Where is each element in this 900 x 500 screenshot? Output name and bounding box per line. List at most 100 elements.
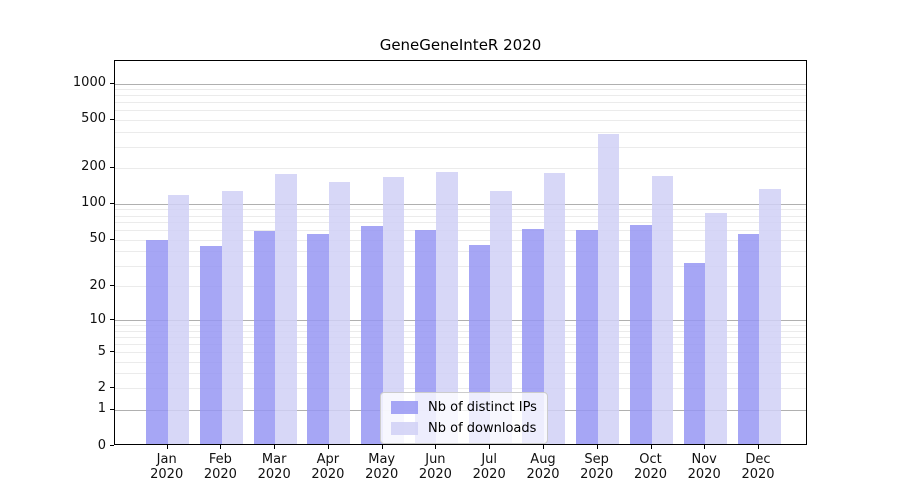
x-axis-tick bbox=[327, 445, 329, 449]
bar-distinct-ips bbox=[683, 262, 706, 444]
gridline-minor bbox=[115, 230, 806, 232]
x-tick-label: Jan 2020 bbox=[139, 452, 195, 482]
gridline-minor bbox=[115, 167, 806, 169]
x-tick-month: Oct bbox=[639, 452, 662, 467]
x-tick-label: Jul 2020 bbox=[461, 452, 517, 482]
gridline-minor bbox=[115, 239, 806, 241]
chart-title: GeneGeneInteR 2020 bbox=[379, 36, 542, 54]
x-tick-label: Nov 2020 bbox=[676, 452, 732, 482]
x-tick-month: Nov bbox=[691, 452, 717, 467]
x-tick-year: 2020 bbox=[365, 467, 399, 482]
y-tick-label: 50 bbox=[89, 231, 106, 247]
x-tick-month: May bbox=[368, 452, 396, 467]
y-axis-tick bbox=[110, 387, 114, 389]
x-tick-year: 2020 bbox=[150, 467, 184, 482]
plot-area bbox=[114, 60, 807, 445]
x-tick-label: May 2020 bbox=[354, 452, 410, 482]
gridline-minor bbox=[115, 330, 806, 332]
gridline-minor bbox=[115, 89, 806, 91]
x-axis-tick bbox=[220, 445, 222, 449]
x-axis-tick bbox=[650, 445, 652, 449]
y-axis-tick bbox=[110, 445, 114, 446]
bar-downloads bbox=[597, 134, 620, 444]
x-tick-month: Mar bbox=[261, 452, 287, 467]
gridline-major bbox=[115, 320, 806, 322]
x-tick-month: Jul bbox=[481, 452, 498, 467]
gridline-minor bbox=[115, 95, 806, 97]
bar-distinct-ips bbox=[361, 226, 383, 444]
x-axis-tick bbox=[166, 445, 168, 449]
x-tick-label: Mar 2020 bbox=[246, 452, 302, 482]
bar-downloads bbox=[436, 172, 458, 444]
gridline-minor bbox=[115, 251, 806, 253]
x-axis-tick bbox=[704, 445, 706, 449]
x-axis-tick bbox=[758, 445, 759, 449]
gridline-minor bbox=[115, 146, 806, 148]
gridline-minor bbox=[115, 265, 806, 267]
bar-downloads bbox=[651, 175, 673, 444]
bar-downloads bbox=[382, 177, 405, 444]
y-axis-tick bbox=[110, 166, 114, 168]
bar-downloads bbox=[543, 173, 566, 444]
bar-distinct-ips bbox=[576, 229, 598, 444]
gridline-minor bbox=[115, 209, 806, 211]
y-tick-label: 1 bbox=[97, 401, 106, 417]
bar-downloads bbox=[167, 195, 190, 444]
gridline-minor bbox=[115, 325, 806, 327]
gridline-minor bbox=[115, 131, 806, 133]
x-tick-label: Oct 2020 bbox=[623, 452, 679, 482]
x-tick-label: Aug 2020 bbox=[515, 452, 571, 482]
bar-downloads bbox=[490, 191, 512, 444]
y-axis-tick bbox=[110, 285, 114, 287]
gridline-minor bbox=[115, 373, 806, 375]
x-tick-month: Jan bbox=[156, 452, 177, 467]
x-tick-month: Jun bbox=[425, 452, 446, 467]
x-tick-year: 2020 bbox=[203, 467, 237, 482]
y-tick-label: 5 bbox=[97, 343, 106, 359]
legend-swatch-distinct-ips bbox=[391, 401, 418, 414]
y-axis-tick bbox=[110, 82, 114, 84]
gridline-minor bbox=[115, 222, 806, 224]
gridline-minor bbox=[115, 388, 806, 390]
legend-swatch-downloads bbox=[391, 422, 418, 435]
bar-downloads bbox=[221, 191, 243, 444]
bar-distinct-ips bbox=[522, 228, 544, 444]
y-tick-label: 20 bbox=[89, 277, 106, 293]
y-axis-tick bbox=[110, 238, 114, 240]
y-tick-label: 500 bbox=[81, 111, 106, 127]
y-tick-label: 2 bbox=[97, 379, 106, 395]
x-tick-year: 2020 bbox=[633, 467, 668, 482]
x-axis-tick bbox=[435, 445, 437, 449]
bar-distinct-ips bbox=[737, 233, 759, 444]
x-tick-year: 2020 bbox=[257, 467, 291, 482]
bar-distinct-ips bbox=[146, 239, 168, 444]
gridline-minor bbox=[115, 286, 806, 288]
y-axis-tick bbox=[110, 408, 114, 410]
gridline-minor bbox=[115, 352, 806, 353]
bar-downloads bbox=[328, 182, 351, 444]
legend-item-downloads: Nb of downloads bbox=[391, 421, 537, 436]
gridline-minor bbox=[115, 361, 806, 363]
gridline-major bbox=[115, 203, 806, 205]
gridline-minor bbox=[115, 343, 806, 345]
x-tick-year: 2020 bbox=[687, 467, 721, 482]
gridline-major bbox=[115, 83, 806, 85]
bar-distinct-ips bbox=[200, 246, 222, 444]
x-tick-month: Apr bbox=[316, 452, 340, 467]
bar-distinct-ips bbox=[630, 224, 652, 444]
x-tick-label: Apr 2020 bbox=[300, 452, 356, 482]
gridline-minor bbox=[115, 215, 806, 217]
x-axis-tick bbox=[274, 445, 276, 449]
x-axis-tick bbox=[596, 445, 598, 449]
x-tick-year: 2020 bbox=[580, 467, 614, 482]
x-axis-tick bbox=[543, 445, 544, 449]
bar-distinct-ips bbox=[253, 231, 276, 444]
y-tick-label: 200 bbox=[81, 159, 106, 175]
legend-item-distinct-ips: Nb of distinct IPs bbox=[391, 400, 537, 415]
y-axis-tick bbox=[110, 202, 114, 204]
x-tick-month: Feb bbox=[208, 452, 232, 467]
gridline-minor bbox=[115, 336, 806, 338]
x-tick-label: Sep 2020 bbox=[569, 452, 625, 482]
x-tick-month: Dec bbox=[745, 452, 771, 467]
x-axis-tick bbox=[489, 445, 491, 449]
